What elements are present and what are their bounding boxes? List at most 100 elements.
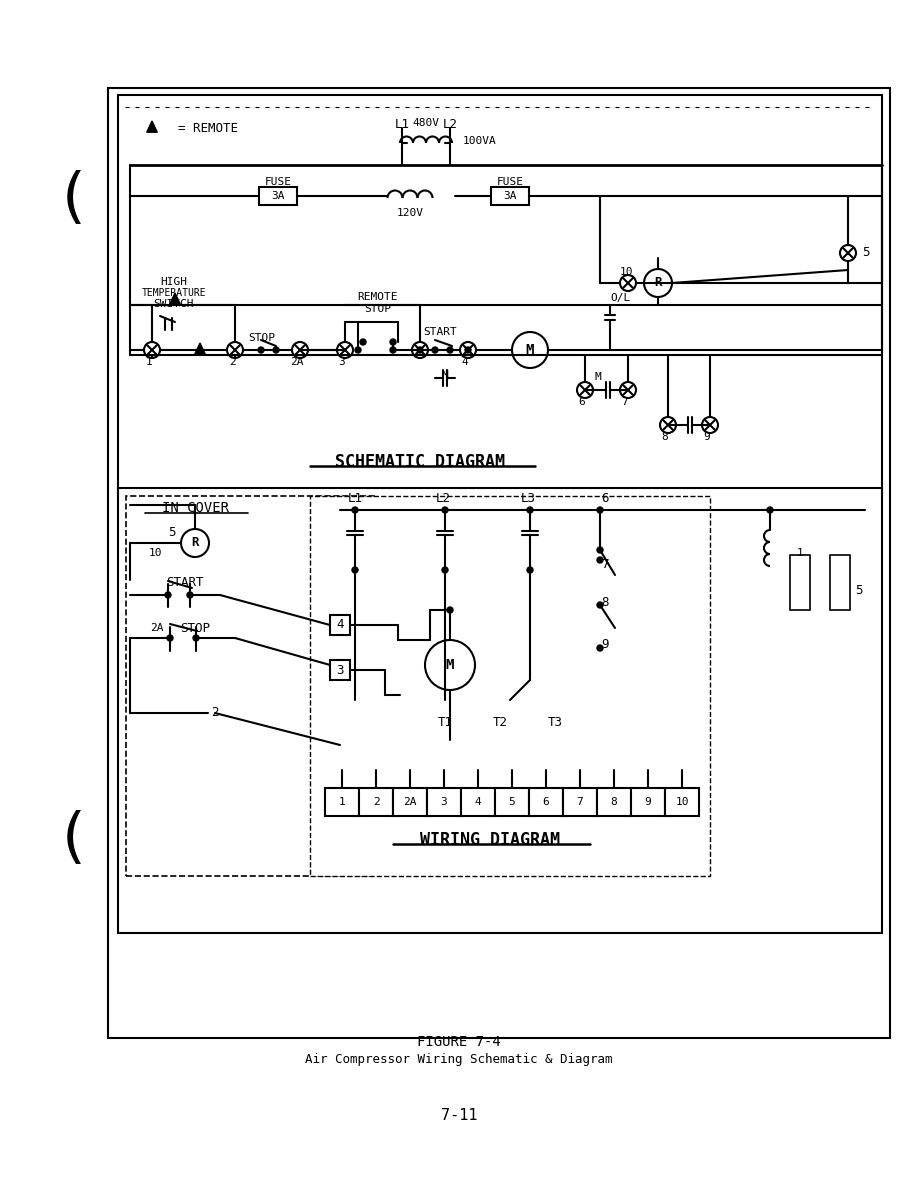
Bar <box>330 661 350 680</box>
Text: IN COVER: IN COVER <box>162 501 229 516</box>
Circle shape <box>258 347 264 353</box>
Text: (: ( <box>62 171 86 229</box>
Text: 10: 10 <box>620 267 633 277</box>
Circle shape <box>390 339 396 345</box>
Text: STOP: STOP <box>364 304 391 314</box>
Text: 3A: 3A <box>503 191 517 201</box>
Text: 9: 9 <box>703 432 711 442</box>
Circle shape <box>337 342 353 358</box>
Polygon shape <box>195 343 206 354</box>
Text: L1: L1 <box>395 119 409 132</box>
Bar <box>310 497 710 876</box>
Text: 9: 9 <box>601 638 609 651</box>
Bar <box>126 497 374 876</box>
Bar <box>118 95 882 495</box>
Bar <box>830 555 850 609</box>
Circle shape <box>460 342 476 358</box>
Text: R: R <box>655 277 662 290</box>
Text: 5: 5 <box>168 525 175 538</box>
Circle shape <box>597 507 603 513</box>
Text: SWITCH: SWITCH <box>153 299 195 309</box>
Bar <box>631 788 665 816</box>
Text: 1: 1 <box>339 797 345 807</box>
Text: = REMOTE: = REMOTE <box>178 121 238 134</box>
Text: 9: 9 <box>644 797 652 807</box>
Text: 2A: 2A <box>150 623 163 633</box>
Bar <box>325 788 359 816</box>
Text: 7: 7 <box>577 797 583 807</box>
Bar <box>359 788 393 816</box>
Bar <box>330 615 350 636</box>
Text: T2: T2 <box>492 715 508 728</box>
Circle shape <box>840 245 856 261</box>
Text: 4: 4 <box>336 619 343 632</box>
Polygon shape <box>170 293 180 304</box>
Circle shape <box>352 567 358 573</box>
Text: 3: 3 <box>441 797 447 807</box>
Circle shape <box>432 347 438 353</box>
Text: 10: 10 <box>148 548 162 558</box>
Bar <box>495 788 529 816</box>
Bar <box>665 788 699 816</box>
Text: 10: 10 <box>676 797 688 807</box>
Circle shape <box>577 383 593 398</box>
Circle shape <box>620 274 636 291</box>
Polygon shape <box>147 121 157 132</box>
Text: WIRING DIAGRAM: WIRING DIAGRAM <box>420 830 560 849</box>
Text: 8: 8 <box>601 595 609 608</box>
Text: SCHEMATIC DIAGRAM: SCHEMATIC DIAGRAM <box>335 453 505 470</box>
Circle shape <box>425 640 475 690</box>
Text: REMOTE: REMOTE <box>358 292 398 302</box>
Text: FUSE: FUSE <box>264 177 292 187</box>
Bar <box>118 488 882 933</box>
Text: M: M <box>446 658 454 672</box>
Circle shape <box>442 567 448 573</box>
Text: 2A: 2A <box>403 797 417 807</box>
Text: 5: 5 <box>855 583 863 596</box>
Circle shape <box>597 557 603 563</box>
Circle shape <box>193 636 199 642</box>
Circle shape <box>644 268 672 297</box>
Circle shape <box>597 546 603 552</box>
Text: 480V: 480V <box>412 118 440 128</box>
Text: 3A: 3A <box>271 191 285 201</box>
Text: L3: L3 <box>521 492 535 505</box>
Circle shape <box>181 529 209 557</box>
Circle shape <box>412 342 428 358</box>
Circle shape <box>360 339 366 345</box>
Bar <box>108 88 890 1038</box>
Text: 3: 3 <box>336 664 343 676</box>
Circle shape <box>660 417 676 432</box>
Circle shape <box>447 347 453 353</box>
Circle shape <box>465 347 471 353</box>
Text: 3: 3 <box>339 358 345 367</box>
Text: 8: 8 <box>662 432 668 442</box>
Text: 5: 5 <box>509 797 515 807</box>
Circle shape <box>273 347 279 353</box>
Text: 5: 5 <box>862 246 869 259</box>
Circle shape <box>390 347 396 353</box>
Text: 7-11: 7-11 <box>441 1107 477 1123</box>
Circle shape <box>702 417 718 432</box>
Text: L2: L2 <box>442 119 457 132</box>
Text: 120V: 120V <box>397 208 423 219</box>
Text: 8: 8 <box>610 797 618 807</box>
Text: (: ( <box>62 810 86 870</box>
Circle shape <box>165 592 171 598</box>
Text: 4: 4 <box>475 797 481 807</box>
Text: 2: 2 <box>229 358 235 367</box>
Text: 100VA: 100VA <box>463 135 497 146</box>
Circle shape <box>144 342 160 358</box>
Text: T3: T3 <box>547 715 563 728</box>
Circle shape <box>187 592 193 598</box>
Bar <box>563 788 597 816</box>
Bar <box>461 788 495 816</box>
Circle shape <box>620 383 636 398</box>
Bar <box>597 788 631 816</box>
Bar <box>427 788 461 816</box>
Text: 6: 6 <box>601 492 609 505</box>
Text: 2: 2 <box>211 707 218 720</box>
Text: START: START <box>423 327 457 337</box>
Text: 4: 4 <box>462 358 468 367</box>
Text: HIGH: HIGH <box>161 277 187 287</box>
